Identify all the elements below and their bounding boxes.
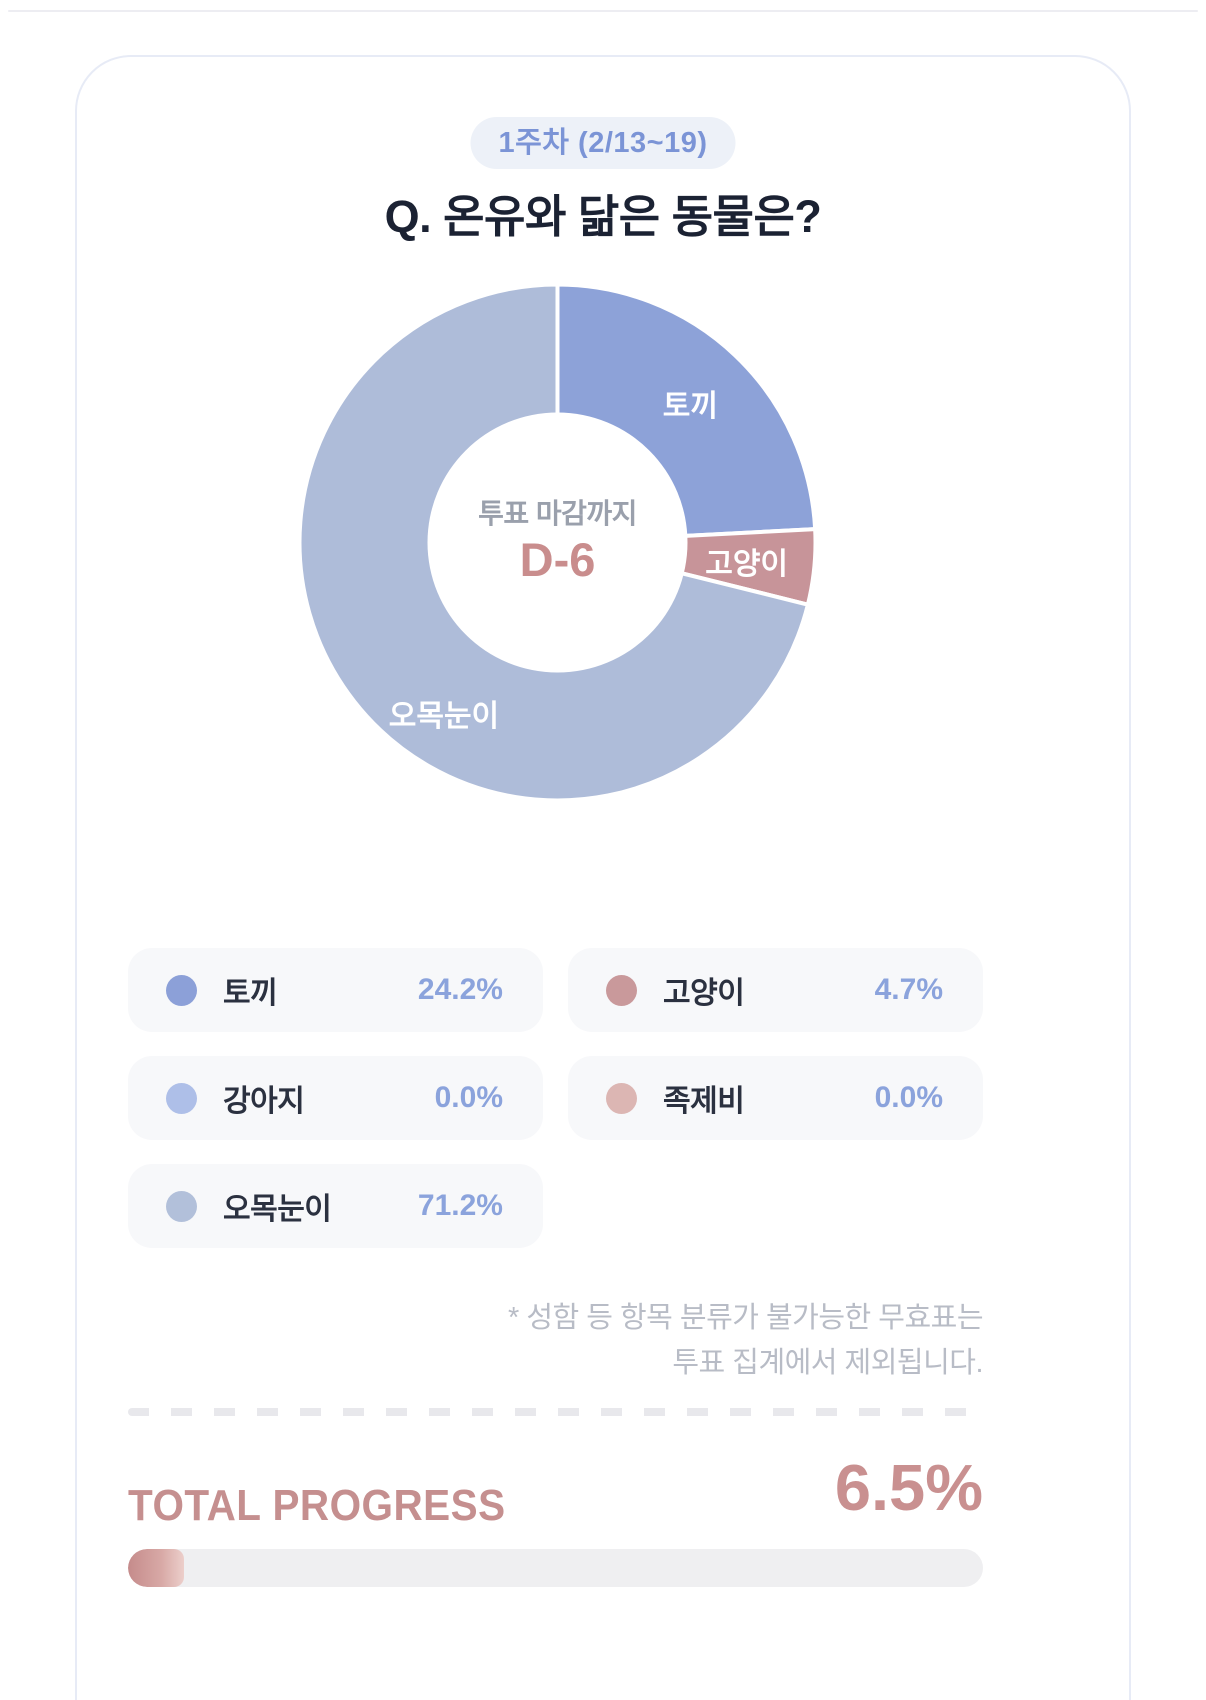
legend-item-value: 71.2% — [417, 1189, 503, 1222]
legend-item: 강아지 0.0% — [128, 1056, 543, 1140]
donut-hole — [427, 412, 688, 673]
legend: 토끼 24.2% 고양이 4.7% 강아지 0.0% 족제비 0.0% 오목눈이… — [128, 948, 983, 1248]
progress-bar-track — [128, 1549, 983, 1587]
vote-deadline-label: 투표 마감까지 — [478, 498, 637, 529]
legend-item-value: 24.2% — [417, 973, 503, 1006]
donut-segment-label: 오목눈이 — [388, 700, 500, 734]
legend-item: 고양이 4.7% — [568, 948, 983, 1032]
legend-item: 오목눈이 71.2% — [128, 1164, 543, 1248]
legend-item-label: 고양이 — [663, 977, 745, 1010]
legend-item-label: 족제비 — [663, 1085, 745, 1118]
donut-segment-label: 토끼 — [662, 389, 718, 423]
legend-item: 토끼 24.2% — [128, 948, 543, 1032]
legend-color-dot — [166, 1190, 197, 1222]
legend-color-dot — [166, 1082, 197, 1114]
total-progress-label: TOTAL PROGRESS — [128, 1481, 506, 1530]
footnote-line-1: * 성함 등 항목 분류가 불가능한 무효표는 — [507, 1302, 984, 1334]
dashed-divider — [128, 1408, 986, 1416]
legend-item-value: 0.0% — [874, 1081, 943, 1114]
legend-color-dot — [166, 974, 197, 1006]
legend-item: 족제비 0.0% — [568, 1056, 983, 1140]
legend-color-dot — [606, 1082, 637, 1114]
legend-item-label: 오목눈이 — [223, 1193, 332, 1226]
legend-item-label: 토끼 — [223, 977, 278, 1010]
top-divider — [8, 10, 1198, 12]
invalid-vote-footnote: * 성함 등 항목 분류가 불가능한 무효표는 투표 집계에서 제외됩니다. — [507, 1296, 984, 1386]
legend-item-label: 강아지 — [223, 1085, 305, 1118]
footnote-line-2: 투표 집계에서 제외됩니다. — [672, 1346, 983, 1379]
donut-segment-label: 고양이 — [705, 547, 789, 581]
poll-question-title: Q. 온유와 닮은 동물은? — [384, 191, 822, 242]
legend-item-value: 0.0% — [434, 1081, 503, 1114]
dday-value: D-6 — [519, 533, 596, 586]
total-progress-value: 6.5% — [834, 1451, 983, 1524]
donut-svg — [297, 282, 818, 803]
week-badge: 1주차 (2/13~19) — [470, 117, 736, 169]
legend-item-value: 4.7% — [874, 973, 943, 1006]
legend-color-dot — [606, 974, 637, 1006]
progress-bar-fill — [128, 1549, 184, 1587]
